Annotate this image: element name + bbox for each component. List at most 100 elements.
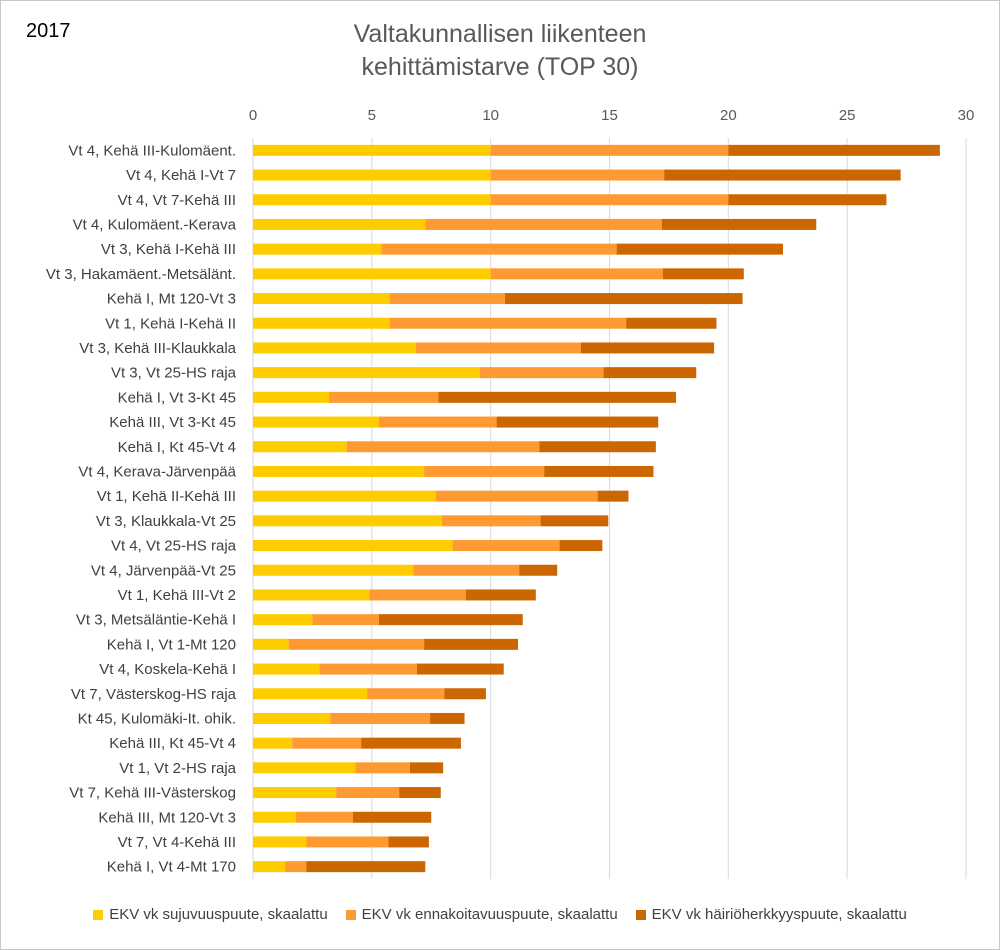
bar-2-series-2 — [728, 194, 887, 206]
bar-28-series-1 — [306, 836, 389, 848]
category-label-15: Vt 3, Klaukkala-Vt 25 — [96, 513, 236, 530]
bar-3-series-1 — [425, 218, 662, 230]
bar-1-series-2 — [664, 169, 901, 181]
bar-25-series-1 — [355, 762, 410, 774]
bar-0-series-0 — [253, 144, 491, 156]
legend-label-0: EKV vk sujuvuuspuute, skaalattu — [109, 906, 328, 923]
bar-19-series-0 — [253, 614, 313, 626]
bar-10-series-1 — [329, 391, 439, 403]
legend-item-0: EKV vk sujuvuuspuute, skaalattu — [93, 906, 328, 923]
category-label-11: Kehä III, Vt 3-Kt 45 — [109, 414, 236, 431]
bar-6-series-2 — [504, 293, 743, 305]
bar-0-series-2 — [728, 144, 940, 156]
bar-17-series-2 — [519, 564, 558, 576]
bar-27-series-0 — [253, 811, 296, 823]
bar-6-series-1 — [389, 293, 505, 305]
bar-7-series-2 — [626, 317, 717, 329]
bar-14-series-1 — [436, 490, 598, 502]
x-tick-label-6: 30 — [958, 107, 975, 124]
x-tick-label-1: 5 — [368, 107, 376, 124]
bar-5-series-0 — [253, 268, 491, 280]
category-label-7: Vt 1, Kehä I-Kehä II — [105, 315, 236, 332]
category-label-3: Vt 4, Kulomäent.-Kerava — [73, 216, 237, 233]
bar-29-series-2 — [306, 861, 426, 873]
bar-13-series-0 — [253, 465, 425, 477]
bar-13-series-2 — [544, 465, 654, 477]
bar-12-series-0 — [253, 441, 347, 453]
bar-24-series-2 — [361, 737, 461, 749]
x-tick-label-2: 10 — [482, 107, 499, 124]
bar-16-series-1 — [452, 540, 560, 552]
bar-13-series-1 — [424, 465, 545, 477]
bar-16-series-2 — [559, 540, 603, 552]
category-label-18: Vt 1, Kehä III-Vt 2 — [118, 587, 236, 604]
bar-27-series-1 — [295, 811, 353, 823]
legend-item-2: EKV vk häiriöherkkyyspuute, skaalattu — [635, 906, 907, 923]
bar-20-series-1 — [288, 638, 425, 650]
category-label-25: Vt 1, Vt 2-HS raja — [119, 760, 236, 777]
bar-12-series-2 — [539, 441, 656, 453]
legend-swatch-0 — [93, 909, 104, 920]
category-label-21: Vt 4, Koskela-Kehä I — [99, 661, 236, 678]
bar-26-series-0 — [253, 787, 337, 799]
category-label-27: Kehä III, Mt 120-Vt 3 — [98, 809, 236, 826]
category-label-4: Vt 3, Kehä I-Kehä III — [101, 241, 236, 258]
chart-title: Valtakunnallisen liikenteen kehittämista… — [250, 18, 750, 84]
bar-21-series-2 — [416, 663, 504, 675]
legend-label-1: EKV vk ennakoitavuuspuute, skaalattu — [361, 906, 618, 923]
bar-18-series-2 — [465, 589, 536, 601]
chart-title-line-2: kehittämistarve (TOP 30) — [361, 53, 639, 81]
bar-21-series-0 — [253, 663, 320, 675]
bar-18-series-1 — [369, 589, 466, 601]
bar-24-series-1 — [292, 737, 362, 749]
x-tick-label-3: 15 — [601, 107, 618, 124]
category-label-14: Vt 1, Kehä II-Kehä III — [97, 488, 236, 505]
legend-swatch-1 — [345, 909, 356, 920]
bar-8-series-2 — [580, 342, 715, 354]
bar-1-series-0 — [253, 169, 491, 181]
bar-3-series-2 — [661, 218, 817, 230]
bar-4-series-2 — [616, 243, 783, 255]
bar-25-series-2 — [409, 762, 444, 774]
category-label-26: Vt 7, Kehä III-Västerskog — [69, 785, 236, 802]
bar-23-series-0 — [253, 712, 331, 724]
category-label-24: Kehä III, Kt 45-Vt 4 — [109, 735, 236, 752]
category-label-19: Vt 3, Metsäläntie-Kehä I — [76, 612, 236, 629]
legend-label-2: EKV vk häiriöherkkyyspuute, skaalattu — [651, 906, 907, 923]
bar-29-series-0 — [253, 861, 286, 873]
bar-6-series-0 — [253, 293, 390, 305]
bar-28-series-0 — [253, 836, 307, 848]
bar-26-series-2 — [399, 787, 441, 799]
bar-12-series-1 — [346, 441, 540, 453]
bar-11-series-2 — [496, 416, 659, 428]
bar-28-series-2 — [388, 836, 429, 848]
category-label-23: Kt 45, Kulomäki-It. ohik. — [78, 710, 236, 727]
bar-20-series-2 — [424, 638, 518, 650]
bar-10-series-2 — [438, 391, 677, 403]
bar-22-series-1 — [367, 688, 445, 700]
category-label-16: Vt 4, Vt 25-HS raja — [111, 538, 237, 555]
bar-2-series-1 — [490, 194, 729, 206]
bar-0-series-1 — [490, 144, 729, 156]
bar-20-series-0 — [253, 638, 289, 650]
bar-8-series-1 — [415, 342, 581, 354]
category-label-28: Vt 7, Vt 4-Kehä III — [118, 834, 236, 851]
bar-23-series-1 — [330, 712, 431, 724]
x-tick-label-5: 25 — [839, 107, 856, 124]
category-label-8: Vt 3, Kehä III-Klaukkala — [79, 340, 236, 357]
x-tick-label-0: 0 — [249, 107, 257, 124]
bar-7-series-1 — [389, 317, 627, 329]
bar-7-series-0 — [253, 317, 390, 329]
bar-5-series-1 — [490, 268, 663, 280]
bar-15-series-0 — [253, 515, 442, 527]
bar-11-series-1 — [378, 416, 497, 428]
bar-4-series-0 — [253, 243, 382, 255]
bar-8-series-0 — [253, 342, 416, 354]
bar-10-series-0 — [253, 391, 330, 403]
bar-27-series-2 — [352, 811, 432, 823]
bar-22-series-0 — [253, 688, 368, 700]
bar-9-series-2 — [603, 367, 697, 379]
category-label-12: Kehä I, Kt 45-Vt 4 — [118, 439, 236, 456]
bar-25-series-0 — [253, 762, 356, 774]
